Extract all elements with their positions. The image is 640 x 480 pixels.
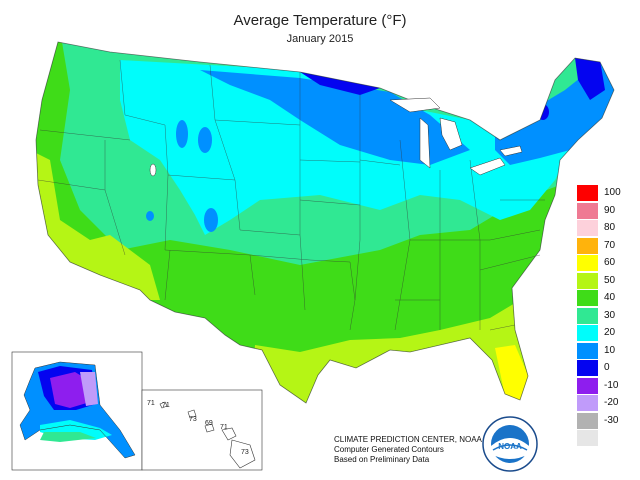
alaska-inset: [11, 351, 143, 471]
legend-swatch: [577, 325, 598, 341]
legend-swatch: [577, 430, 598, 446]
legend-label: 100: [604, 187, 621, 198]
legend-row: [577, 430, 637, 448]
legend-swatch: [577, 377, 598, 394]
legend-row: -10: [577, 377, 637, 396]
state-boundaries: [35, 41, 615, 404]
credit-block: CLIMATE PREDICTION CENTER, NOAA Computer…: [334, 435, 482, 465]
legend-swatch: [577, 307, 598, 324]
legend-swatch: [577, 395, 598, 411]
legend-swatch: [577, 220, 598, 236]
credit-line-2: Computer Generated Contours: [334, 445, 444, 454]
legend-label: -10: [604, 379, 619, 391]
map-subtitle: January 2015: [286, 33, 354, 45]
legend-label: 40: [604, 292, 616, 303]
legend-row: 0: [577, 360, 637, 378]
legend-label: -20: [604, 397, 619, 408]
hawaii-label-5: 71: [220, 424, 228, 431]
legend-row: 30: [577, 307, 637, 326]
legend-label: 0: [604, 362, 610, 373]
hawaii-inset: [141, 389, 263, 471]
legend-row: 60: [577, 255, 637, 273]
legend-label: 70: [604, 239, 616, 251]
great-lakes: [149, 97, 523, 177]
legend-row: 20: [577, 325, 637, 343]
legend-row: 90: [577, 202, 637, 221]
noaa-logo-text: NOAA: [498, 442, 522, 451]
legend-swatch: [577, 412, 598, 429]
hawaii-label-2: 71: [162, 402, 170, 409]
legend-row: 70: [577, 237, 637, 256]
legend-row: 50: [577, 272, 637, 291]
map-title: Average Temperature (°F): [233, 12, 407, 29]
legend-swatch: [577, 202, 598, 219]
legend-swatch: [577, 360, 598, 376]
legend-label: 50: [604, 274, 616, 286]
legend-label: 60: [604, 257, 616, 268]
hawaii-label-1: 71: [147, 400, 155, 407]
temperature-legend: 100 90 80 70 60 50 40 30 20 10 0 -10 -20 -30: [577, 185, 637, 448]
legend-swatch: [577, 272, 598, 289]
legend-row: 10: [577, 342, 637, 361]
legend-label: 30: [604, 309, 616, 321]
legend-swatch: [577, 342, 598, 359]
credit-line-3: Based on Preliminary Data: [334, 455, 430, 464]
legend-row: 80: [577, 220, 637, 238]
legend-label: 20: [604, 327, 616, 338]
hawaii-label-4: 69: [205, 420, 213, 427]
legend-row: 40: [577, 290, 637, 308]
legend-label: 80: [604, 222, 616, 233]
legend-swatch: [577, 255, 598, 271]
legend-row: -20: [577, 395, 637, 413]
hawaii-label-6: 73: [241, 449, 249, 456]
legend-swatch: [577, 237, 598, 254]
legend-label: 10: [604, 344, 616, 356]
noaa-logo: NOAA: [482, 416, 538, 472]
legend-label: -30: [604, 414, 619, 426]
legend-label: 90: [604, 204, 616, 216]
hawaii-label-3: 73: [189, 416, 197, 423]
legend-swatch: [577, 185, 598, 201]
legend-swatch: [577, 290, 598, 306]
credit-line-1: CLIMATE PREDICTION CENTER, NOAA: [334, 435, 482, 444]
legend-row: -30: [577, 412, 637, 431]
legend-row: 100: [577, 185, 637, 203]
